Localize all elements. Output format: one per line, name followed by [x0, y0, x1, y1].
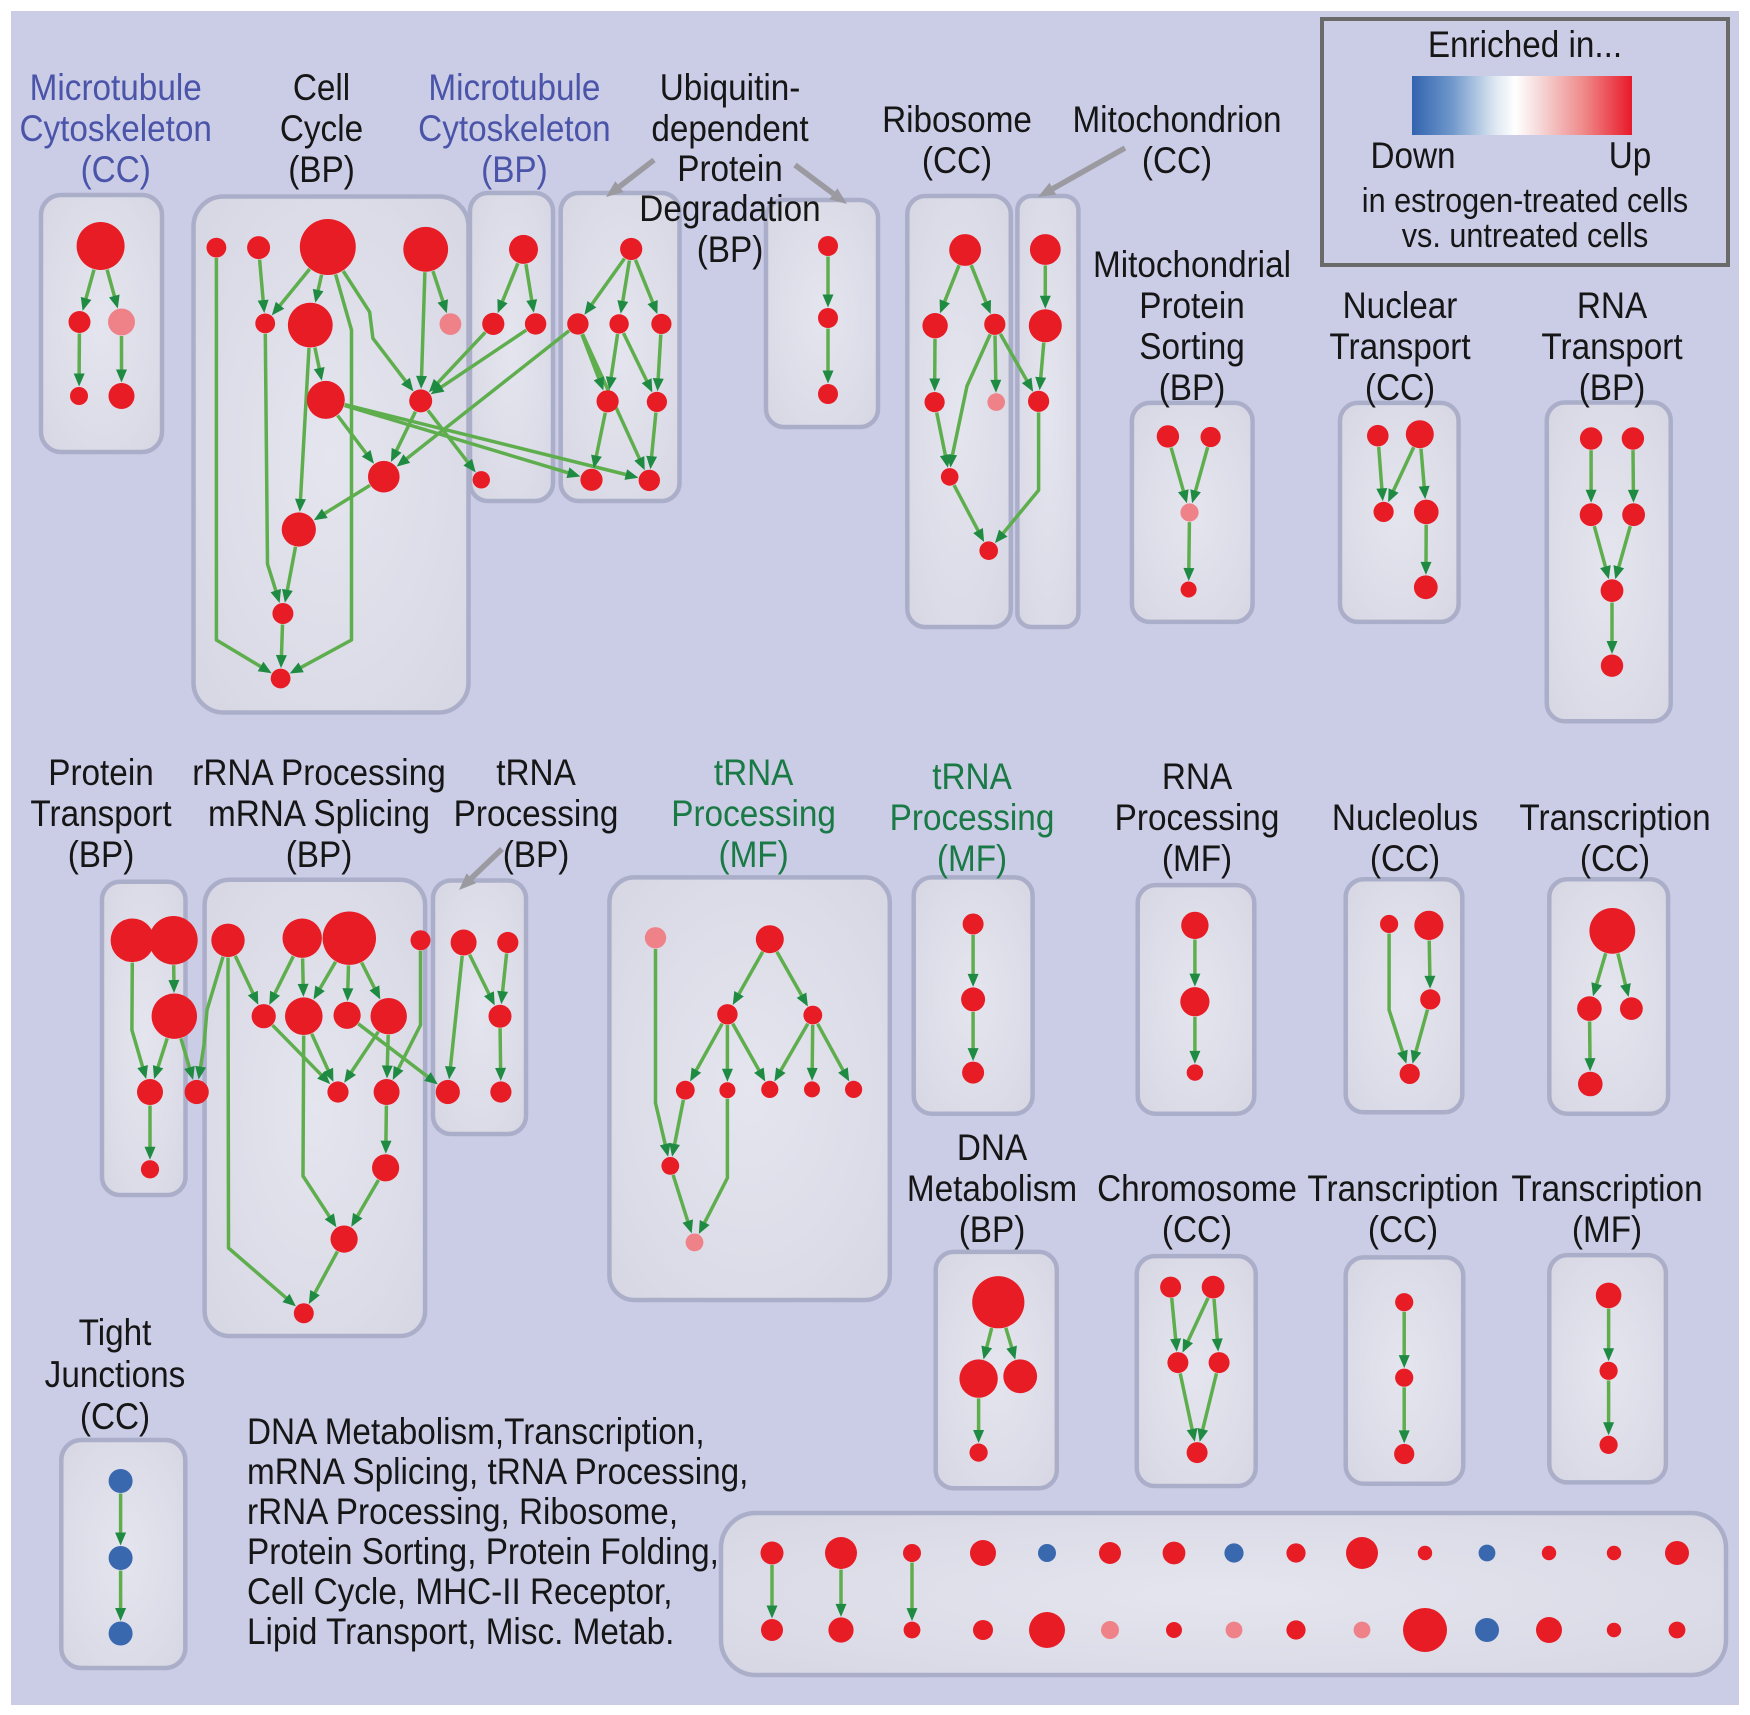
svg-text:Protein: Protein	[677, 148, 782, 189]
svg-text:Cytoskeleton: Cytoskeleton	[19, 108, 211, 149]
svg-text:Cell: Cell	[293, 67, 350, 108]
svg-text:Processing: Processing	[890, 797, 1055, 838]
svg-text:Microtubule: Microtubule	[30, 67, 202, 108]
svg-text:tRNA: tRNA	[496, 752, 576, 793]
svg-text:Sorting: Sorting	[1139, 326, 1244, 367]
svg-text:Up: Up	[1609, 135, 1652, 176]
svg-text:Microtubule: Microtubule	[428, 67, 600, 108]
svg-text:in estrogen-treated cells: in estrogen-treated cells	[1362, 182, 1688, 220]
svg-text:(MF): (MF)	[718, 834, 788, 875]
svg-text:(BP): (BP)	[481, 149, 548, 190]
svg-text:(BP): (BP)	[1579, 367, 1646, 408]
svg-text:Junctions: Junctions	[45, 1354, 186, 1395]
svg-text:Lipid Transport, Misc. Metab.: Lipid Transport, Misc. Metab.	[247, 1611, 674, 1652]
svg-text:Transport: Transport	[1329, 326, 1470, 367]
svg-text:Nuclear: Nuclear	[1343, 285, 1458, 326]
svg-text:(BP): (BP)	[288, 149, 355, 190]
svg-text:Nucleolus: Nucleolus	[1332, 797, 1478, 838]
svg-text:(CC): (CC)	[1368, 1209, 1438, 1250]
svg-text:(MF): (MF)	[937, 838, 1007, 879]
svg-text:Mitochondrion: Mitochondrion	[1072, 99, 1281, 140]
svg-text:(CC): (CC)	[1162, 1209, 1232, 1250]
svg-text:Protein Sorting, Protein Foldi: Protein Sorting, Protein Folding,	[247, 1531, 719, 1572]
svg-text:(BP): (BP)	[697, 229, 764, 270]
svg-text:Metabolism: Metabolism	[907, 1168, 1077, 1209]
svg-text:Transcription: Transcription	[1511, 1168, 1702, 1209]
svg-text:(CC): (CC)	[80, 1396, 150, 1437]
svg-text:DNA: DNA	[957, 1127, 1028, 1168]
svg-text:(CC): (CC)	[1370, 838, 1440, 879]
svg-text:(BP): (BP)	[959, 1209, 1026, 1250]
svg-text:Transport: Transport	[1541, 326, 1682, 367]
svg-text:Degradation: Degradation	[639, 188, 820, 229]
svg-text:Chromosome: Chromosome	[1097, 1168, 1297, 1209]
svg-text:Protein: Protein	[1139, 285, 1244, 326]
svg-text:(MF): (MF)	[1572, 1209, 1642, 1250]
svg-text:(MF): (MF)	[1162, 838, 1232, 879]
svg-text:(BP): (BP)	[286, 834, 353, 875]
svg-text:Transcription: Transcription	[1307, 1168, 1498, 1209]
svg-text:tRNA: tRNA	[932, 756, 1012, 797]
svg-text:rRNA Processing, Ribosome,: rRNA Processing, Ribosome,	[247, 1491, 678, 1532]
svg-text:(CC): (CC)	[1580, 838, 1650, 879]
svg-text:dependent: dependent	[651, 108, 809, 149]
svg-text:rRNA Processing: rRNA Processing	[192, 752, 445, 793]
svg-text:(BP): (BP)	[1159, 367, 1226, 408]
svg-text:tRNA: tRNA	[714, 752, 794, 793]
svg-text:Down: Down	[1370, 135, 1455, 176]
svg-text:RNA: RNA	[1162, 756, 1233, 797]
svg-text:Transcription: Transcription	[1519, 797, 1710, 838]
svg-text:Ribosome: Ribosome	[882, 99, 1032, 140]
svg-text:mRNA Splicing, tRNA Processing: mRNA Splicing, tRNA Processing,	[247, 1451, 748, 1492]
svg-text:DNA Metabolism,Transcription,: DNA Metabolism,Transcription,	[247, 1411, 705, 1452]
svg-text:Enriched in...: Enriched in...	[1428, 24, 1622, 65]
svg-text:Ubiquitin-: Ubiquitin-	[660, 67, 801, 108]
svg-text:Cell Cycle, MHC-II Receptor,: Cell Cycle, MHC-II Receptor,	[247, 1571, 672, 1612]
svg-text:(CC): (CC)	[1142, 140, 1212, 181]
svg-text:RNA: RNA	[1577, 285, 1648, 326]
svg-text:(BP): (BP)	[503, 834, 570, 875]
svg-text:Tight: Tight	[79, 1312, 152, 1353]
svg-text:mRNA Splicing: mRNA Splicing	[208, 793, 430, 834]
svg-text:Processing: Processing	[1115, 797, 1280, 838]
svg-text:Cycle: Cycle	[280, 108, 363, 149]
svg-text:Mitochondrial: Mitochondrial	[1093, 244, 1291, 285]
svg-text:Protein: Protein	[48, 752, 153, 793]
svg-text:(CC): (CC)	[1365, 367, 1435, 408]
svg-text:(BP): (BP)	[68, 834, 135, 875]
svg-text:Transport: Transport	[30, 793, 171, 834]
svg-text:Cytoskeleton: Cytoskeleton	[418, 108, 610, 149]
svg-text:(CC): (CC)	[922, 140, 992, 181]
svg-text:(CC): (CC)	[81, 149, 151, 190]
svg-text:Processing: Processing	[454, 793, 619, 834]
svg-text:Processing: Processing	[671, 793, 836, 834]
svg-text:vs. untreated cells: vs. untreated cells	[1402, 217, 1649, 255]
